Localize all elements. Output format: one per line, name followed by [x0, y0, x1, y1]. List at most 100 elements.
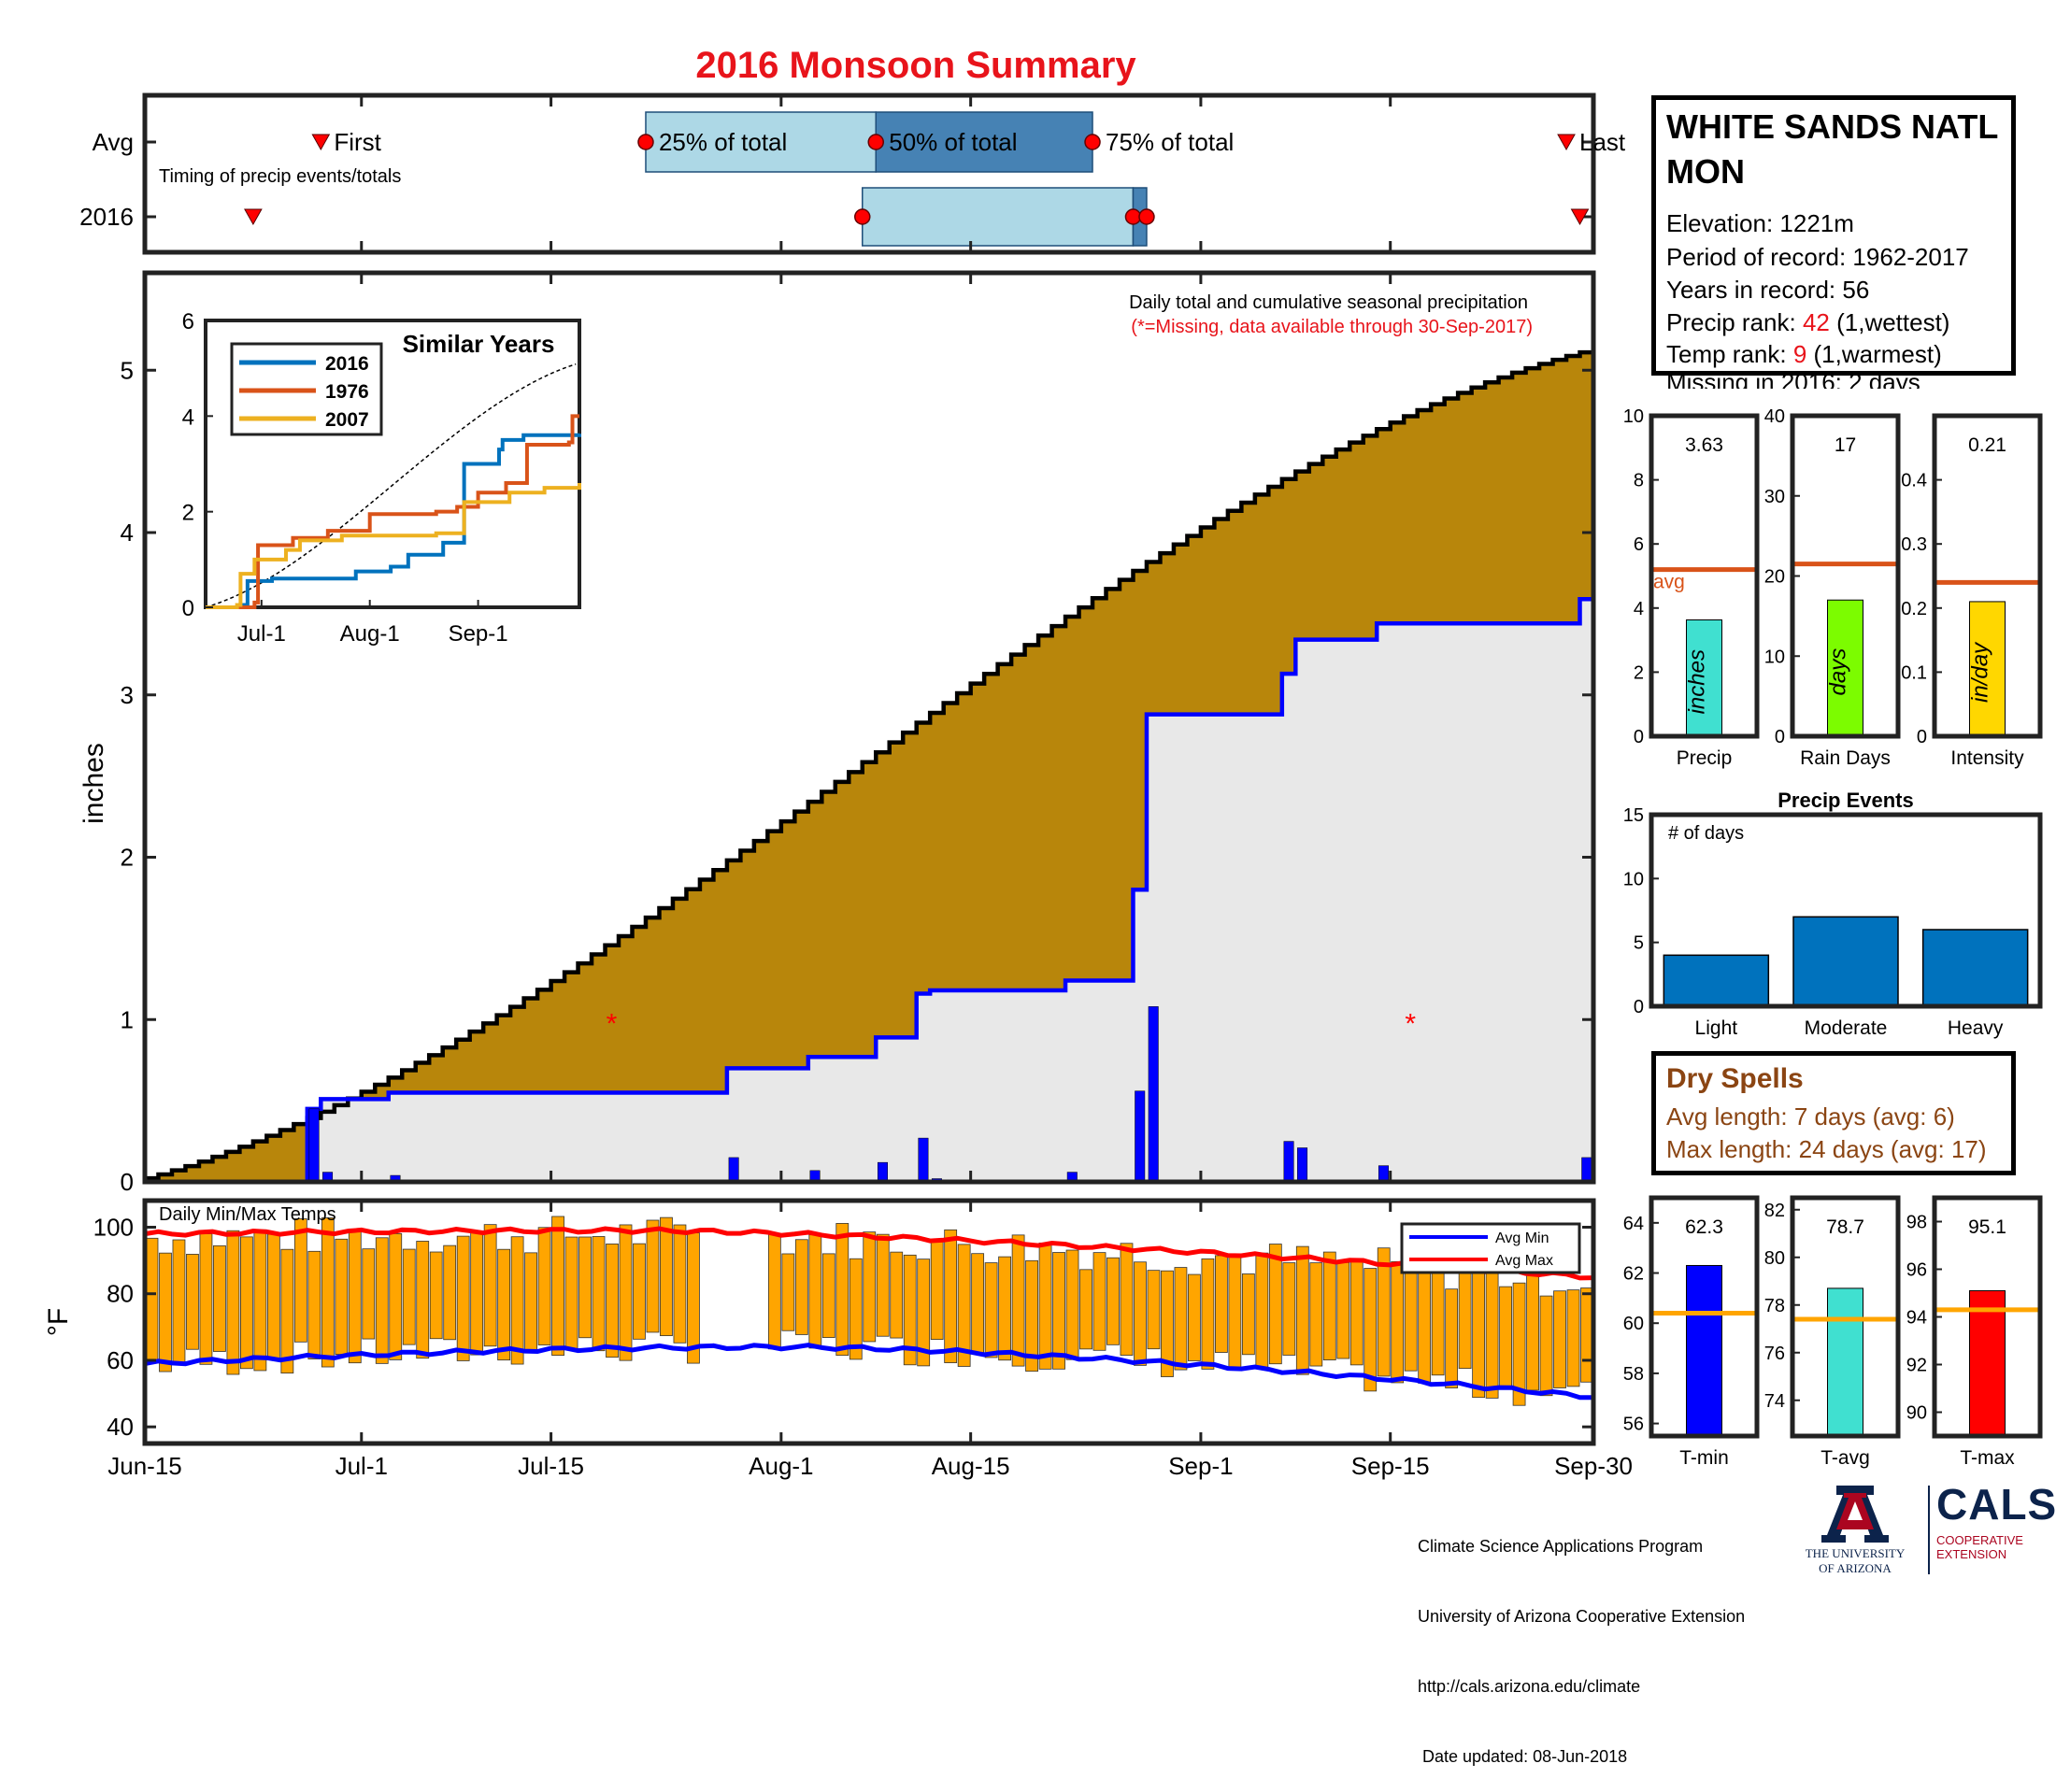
daily-temp-bar — [456, 1235, 470, 1361]
timing-quantile-marker — [1124, 208, 1142, 225]
precip-stat-frame — [1649, 413, 1760, 739]
daily-temp-bar — [199, 1233, 213, 1365]
temp-stat-frame — [1790, 1195, 1901, 1439]
inset-title: Similar Years — [403, 330, 555, 358]
timing-quantile-marker — [1084, 134, 1101, 150]
daily-temp-bar — [1322, 1251, 1336, 1360]
daily-temp-bar — [1472, 1266, 1486, 1399]
precip-plot-frame — [142, 270, 1596, 1185]
daily-temp-bar — [1566, 1289, 1580, 1387]
daily-temp-bar — [687, 1232, 700, 1364]
avg-min-temp-line — [144, 1343, 1594, 1401]
daily-temp-bar — [537, 1227, 551, 1345]
dry-spells-box — [1651, 1051, 2016, 1175]
daily-temp-bar — [1295, 1245, 1309, 1375]
daily-temp-bar — [402, 1248, 416, 1345]
daily-temp-bar — [497, 1248, 511, 1361]
timing-row-label: 2016 — [79, 203, 134, 231]
daily-temp-bar — [1377, 1247, 1391, 1377]
daily-temp-bar — [606, 1244, 619, 1358]
station-elevation: Elevation: 1221m — [1666, 209, 1854, 237]
temp-stat-bar — [1686, 1264, 1722, 1437]
avg-cumulative-line — [142, 348, 1596, 1181]
y-axis-label: inches — [79, 743, 109, 824]
timing-quantile-marker — [854, 208, 871, 225]
daily-precip-bar — [308, 1108, 320, 1183]
ua-logo: THE UNIVERSITY OF ARIZONA — [1806, 1481, 1905, 1575]
dry-spells-title: Dry Spells — [1666, 1063, 1804, 1094]
daily-temp-bar — [1120, 1243, 1134, 1356]
daily-precip-bar — [877, 1161, 888, 1183]
precip-events-y-tick-label: 5 — [1634, 933, 1644, 954]
y-tick-label: 2 — [121, 844, 134, 872]
daily-temp-bar — [1526, 1258, 1539, 1391]
daily-temp-bar — [835, 1223, 850, 1357]
inset-x-tick-label: Aug-1 — [340, 621, 400, 647]
timing-first-last-marker — [244, 208, 263, 226]
precip-events-bar — [1921, 929, 2029, 1007]
temp-panel-label: Daily Min/Max Temps — [159, 1204, 336, 1225]
precip-stat-frame — [1932, 413, 2043, 739]
avg-max-temp-line — [144, 1226, 1594, 1281]
footer-line-1: Climate Science Applications Program — [1418, 1537, 1704, 1556]
temp-stat-y-tick-label: 62 — [1623, 1264, 1644, 1285]
precip-stat-y-tick-label: 0.2 — [1901, 599, 1927, 619]
daily-temp-bar — [483, 1224, 497, 1347]
inset-y-tick-label: 4 — [182, 405, 194, 430]
daily-temp-bar — [1499, 1286, 1512, 1388]
daily-temp-bar — [551, 1216, 564, 1357]
chart-note-1: Daily total and cumulative seasonal prec… — [1129, 292, 1528, 313]
timing-box-q50-q75 — [875, 111, 1093, 173]
precip-events-category-label: Moderate — [1805, 1017, 1888, 1039]
daily-temp-bar — [293, 1218, 307, 1343]
daily-temp-bar — [673, 1224, 687, 1344]
precip-stat-y-tick-label: 4 — [1634, 599, 1644, 619]
temp-stat-frame — [1649, 1195, 1760, 1439]
daily-temp-bar — [307, 1250, 321, 1359]
precip-stat-y-tick-label: 0 — [1634, 727, 1644, 747]
daily-precip-bar — [1378, 1165, 1389, 1183]
precip-stat-value: 17 — [1835, 434, 1856, 456]
daily-temp-bar — [646, 1219, 660, 1333]
precip-stat-y-tick-label: 0 — [1917, 727, 1927, 747]
daily-temp-bar — [280, 1248, 294, 1374]
temp-stat-y-tick-label: 96 — [1906, 1260, 1927, 1281]
x-tick-label: Jul-15 — [518, 1452, 584, 1480]
daily-temp-bar — [1025, 1259, 1038, 1372]
logo-divider — [1928, 1486, 1930, 1574]
daily-temp-bar — [1282, 1262, 1296, 1356]
temp-legend-label: Avg Max — [1495, 1253, 1553, 1269]
footer-line-4: Date updated: 08-Jun-2018 — [1418, 1747, 1628, 1766]
daily-temp-bar — [1065, 1249, 1079, 1360]
temp-rank-label: Temp rank: — [1666, 340, 1793, 368]
precip-stat-value: 3.63 — [1685, 434, 1723, 456]
daily-temp-bar — [1485, 1266, 1499, 1399]
daily-temp-bar — [524, 1252, 537, 1354]
daily-temp-bar — [1336, 1261, 1350, 1359]
precip-rank-label: Precip rank: — [1666, 308, 1803, 336]
daily-temp-bar — [1364, 1268, 1378, 1392]
daily-temp-bar — [1188, 1273, 1201, 1361]
daily-temp-bar — [1092, 1252, 1107, 1351]
daily-temp-bar — [172, 1239, 186, 1363]
temp-rank-value: 9 — [1792, 340, 1807, 368]
x-tick-label: Aug-15 — [932, 1452, 1010, 1480]
daily-temp-bar — [470, 1230, 484, 1356]
y-tick-label: 1 — [121, 1005, 134, 1033]
daily-temp-bar — [510, 1236, 524, 1365]
temp-stat-label: T-max — [1960, 1447, 2015, 1469]
precip-stat-y-tick-label: 0.1 — [1901, 662, 1927, 683]
timing-q50-label: 50% of total — [889, 128, 1017, 156]
precip-events-title: Precip Events — [1778, 789, 1914, 812]
temp-stat-y-tick-label: 76 — [1764, 1344, 1785, 1364]
daily-temp-bar — [1458, 1273, 1472, 1370]
y-tick-label: 4 — [121, 519, 134, 547]
temp-y-tick-label: 100 — [93, 1213, 134, 1241]
precip-stat-label: Precip — [1677, 747, 1733, 769]
timing-quantile-marker — [637, 134, 654, 150]
daily-precip-bar — [1148, 1006, 1159, 1183]
temp-stat-y-tick-label: 82 — [1764, 1201, 1785, 1221]
precip-events-bar — [1792, 916, 1899, 1007]
precip-stat-y-tick-label: 20 — [1764, 567, 1785, 588]
precip-events-y-tick-label: 0 — [1634, 997, 1644, 1017]
